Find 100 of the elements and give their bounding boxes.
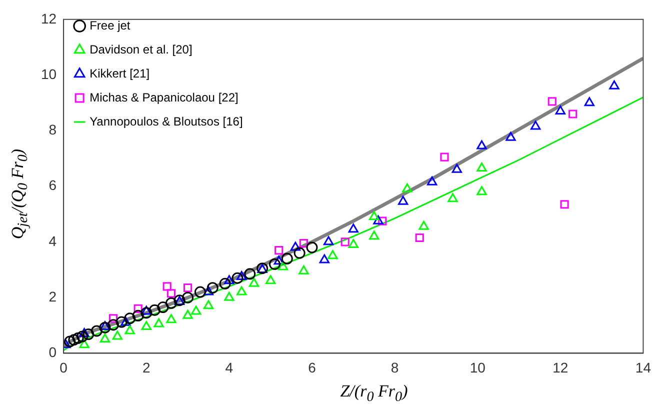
point xyxy=(64,336,76,348)
point xyxy=(323,236,334,246)
point xyxy=(141,306,152,315)
point xyxy=(124,325,135,334)
point xyxy=(426,176,438,186)
point xyxy=(236,286,247,296)
point xyxy=(79,328,90,337)
y-tick-label: 0 xyxy=(48,344,57,360)
point xyxy=(476,186,487,196)
point xyxy=(274,256,284,265)
point xyxy=(162,282,172,291)
point xyxy=(224,292,234,301)
point xyxy=(99,322,111,334)
point xyxy=(415,233,424,242)
point xyxy=(348,238,358,248)
point xyxy=(266,275,276,284)
point xyxy=(79,339,90,348)
legend-label: Michas & Papanicolaou [22] xyxy=(90,90,238,104)
point xyxy=(183,284,192,292)
point xyxy=(224,275,234,284)
point xyxy=(120,316,131,326)
point xyxy=(82,328,94,340)
point xyxy=(294,247,306,259)
point xyxy=(182,310,193,319)
point xyxy=(548,97,556,106)
point xyxy=(506,132,516,141)
legend-label: Kikkert [21] xyxy=(90,66,150,80)
point xyxy=(530,120,541,130)
point xyxy=(203,286,214,296)
point xyxy=(340,238,350,246)
point xyxy=(141,321,152,330)
point xyxy=(165,297,177,309)
point xyxy=(140,307,152,319)
point xyxy=(448,193,458,202)
point xyxy=(190,306,202,315)
point xyxy=(132,310,144,322)
y-tick-label: 2 xyxy=(48,288,57,304)
point xyxy=(348,224,358,233)
x-tick-label: 4 xyxy=(225,359,234,376)
point xyxy=(281,252,293,264)
y-tick-label: 8 xyxy=(48,122,57,138)
point xyxy=(182,292,194,304)
point xyxy=(299,239,308,248)
y-tick-label: 12 xyxy=(40,10,57,26)
point xyxy=(248,278,260,287)
point xyxy=(402,183,412,192)
point xyxy=(398,196,408,205)
point xyxy=(584,97,594,106)
x-tick-label: 8 xyxy=(390,359,399,376)
point xyxy=(236,270,247,280)
point xyxy=(278,261,288,270)
x-tick-label: 2 xyxy=(142,359,150,376)
point xyxy=(373,215,384,224)
point xyxy=(72,332,84,344)
point xyxy=(100,334,110,343)
point xyxy=(568,110,578,118)
y-tick-label: 4 xyxy=(48,232,57,249)
point xyxy=(369,211,380,220)
y-tick-label: 6 xyxy=(48,177,57,194)
point xyxy=(560,200,569,209)
point xyxy=(244,268,256,280)
x-tick-label: 12 xyxy=(552,359,568,376)
x-tick-label: 10 xyxy=(470,359,486,376)
point xyxy=(476,140,487,150)
point xyxy=(298,265,309,274)
point xyxy=(378,216,387,226)
point xyxy=(108,314,118,323)
point xyxy=(555,105,566,114)
point xyxy=(418,220,429,230)
legend-label: Yannopoulos & Bloutsos [16] xyxy=(90,114,243,128)
point xyxy=(157,302,169,314)
point xyxy=(609,80,620,90)
point xyxy=(124,312,136,324)
x-tick-label: 14 xyxy=(635,359,652,376)
point xyxy=(268,258,280,270)
point xyxy=(203,300,214,310)
point xyxy=(440,152,449,162)
point xyxy=(112,330,122,340)
point xyxy=(290,242,301,251)
x-tick-label: 6 xyxy=(308,359,316,376)
point xyxy=(476,162,487,172)
point xyxy=(90,325,102,337)
point xyxy=(166,289,176,298)
point xyxy=(274,246,284,255)
point xyxy=(194,286,206,298)
point xyxy=(328,250,338,260)
point xyxy=(219,278,231,290)
point xyxy=(116,316,128,328)
point xyxy=(369,230,380,240)
x-axis-title: Z/(r$_{0}$ Fr$_{0}$) xyxy=(340,382,408,406)
point xyxy=(232,272,244,284)
point xyxy=(306,242,318,254)
point xyxy=(108,319,120,331)
point xyxy=(154,318,164,328)
point xyxy=(452,164,462,173)
point xyxy=(100,321,110,330)
x-tick-label: 0 xyxy=(60,359,68,376)
legend-label: Free jet xyxy=(90,18,131,32)
point xyxy=(166,314,176,324)
point xyxy=(68,334,80,346)
